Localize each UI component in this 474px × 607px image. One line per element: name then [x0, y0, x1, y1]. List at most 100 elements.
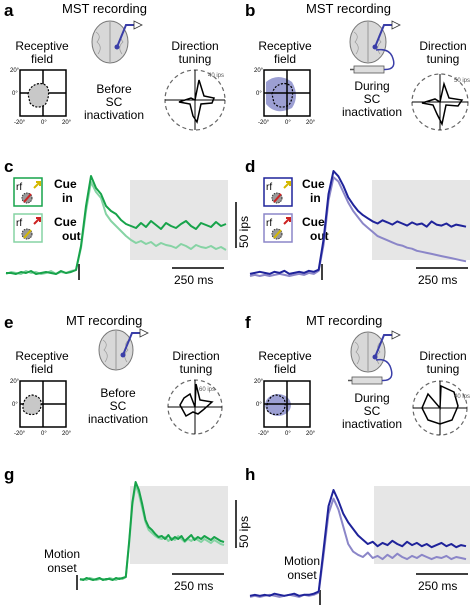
- tuning-label: Direction tuning: [172, 349, 219, 376]
- amplifier-icon: [391, 20, 401, 30]
- rf-label: Receptive field: [15, 349, 69, 376]
- scale-label-x: 250 ms: [174, 579, 213, 593]
- electrode-icon: [374, 24, 392, 48]
- rf-plot: [263, 380, 311, 428]
- tuning-polar: [412, 380, 468, 436]
- svg-text:rf: rf: [266, 218, 272, 229]
- rf-xticks: -20° 0° 20°: [258, 431, 316, 437]
- speed-label: 60 ips: [199, 387, 215, 393]
- panel-g: g Motion onset 50 ips 250 ms: [4, 465, 251, 593]
- svg-text:rf: rf: [266, 182, 272, 193]
- rf-label: Receptive field: [258, 39, 312, 66]
- panel-letter-e: e: [4, 313, 13, 332]
- rf-yticks: 20° 0°: [10, 68, 20, 97]
- rf-region: [22, 394, 42, 416]
- panel-a-title: MST recording: [62, 1, 147, 16]
- cue-in-label: Cue in: [302, 177, 325, 205]
- rf-inactivation-region: [266, 77, 296, 112]
- trace-cue-in: [6, 175, 227, 275]
- rf-xticks: -20° 0° 20°: [14, 120, 72, 126]
- rf-yticks: 20° 0°: [254, 68, 264, 97]
- electrode-icon: [374, 334, 392, 358]
- rf-inactivation-region: [265, 394, 291, 416]
- svg-text:rf: rf: [16, 218, 22, 229]
- condition-label: Before SC inactivation: [84, 82, 144, 122]
- rf-region: [27, 82, 50, 108]
- trace-cue-in: [249, 489, 467, 597]
- cue-out-icon: rf: [263, 213, 293, 243]
- panel-d: d rf Cue in rf Cue out 250 ms: [245, 157, 470, 287]
- trace-layer-h: [249, 489, 467, 598]
- rf-xticks: -20° 0° 20°: [14, 431, 72, 437]
- panel-c: c rf Cue in rf Cue out 50 ips 250 ms: [4, 157, 251, 287]
- trace-cue-out: [249, 176, 467, 277]
- cue-in-icon: rf: [13, 177, 43, 207]
- amplifier-icon: [391, 330, 401, 340]
- tuning-label: Direction tuning: [419, 349, 466, 376]
- rf-plot: [19, 69, 67, 117]
- panel-letter-h: h: [245, 465, 255, 484]
- panel-letter-d: d: [245, 157, 255, 176]
- tuning-polar: [167, 379, 223, 435]
- tuning-label: Direction tuning: [171, 39, 218, 66]
- brain-icon: [98, 329, 134, 371]
- shaded-epoch: [130, 486, 228, 564]
- rf-xticks: -20° 0° 20°: [258, 120, 316, 126]
- panel-letter-f: f: [245, 313, 251, 332]
- condition-label: Before SC inactivation: [88, 386, 148, 426]
- trace-layer-c: [5, 175, 227, 275]
- rf-label: Receptive field: [258, 349, 312, 376]
- cue-out-icon: rf: [13, 213, 43, 243]
- syringe-icon: [348, 358, 393, 385]
- panel-f: f MT recording Receptive field 20° 0°: [245, 313, 470, 437]
- tuning-polar: [411, 73, 469, 131]
- amplifier-icon: [139, 328, 149, 338]
- panel-letter-a: a: [4, 1, 14, 20]
- motion-onset-label: Motion onset: [44, 547, 80, 575]
- speed-label: 40 ips: [454, 394, 470, 400]
- rf-yticks: 20° 0°: [10, 379, 20, 408]
- panel-a: a MST recording Receptive field 20° 0° -20…: [4, 1, 226, 131]
- motion-onset-label: Motion onset: [284, 554, 320, 582]
- panel-e-title: MT recording: [66, 313, 142, 328]
- tuning-polar: [164, 69, 226, 131]
- scale-label-x: 250 ms: [418, 273, 457, 287]
- scale-label-x: 250 ms: [418, 579, 457, 593]
- electrode-icon: [122, 332, 140, 356]
- shaded-epoch: [374, 486, 470, 564]
- trace-cue-in: [249, 170, 467, 275]
- electrode-icon: [116, 24, 134, 48]
- rf-yticks: 20° 0°: [254, 379, 264, 408]
- brain-icon: [350, 331, 386, 373]
- panel-h: h Motion onset 250 ms: [245, 465, 470, 605]
- trace-cue-in: [79, 481, 225, 581]
- trace-layer-d: [249, 170, 467, 277]
- brain-icon: [91, 20, 129, 64]
- scale-label-x: 250 ms: [174, 273, 213, 287]
- scale-label-y: 50 ips: [237, 216, 251, 248]
- rf-region: [271, 82, 294, 108]
- cue-in-icon: rf: [263, 177, 293, 207]
- panel-b-title: MST recording: [306, 1, 391, 16]
- brain-icon: [349, 20, 387, 64]
- panel-letter-g: g: [4, 465, 14, 484]
- panel-f-title: MT recording: [306, 313, 382, 328]
- cue-out-label: Cue out: [54, 215, 81, 243]
- rf-plot: [263, 69, 311, 117]
- speed-label: 50 ips: [454, 78, 470, 84]
- svg-text:rf: rf: [16, 182, 22, 193]
- panel-letter-c: c: [4, 157, 13, 176]
- condition-label: During SC inactivation: [342, 79, 402, 119]
- shaded-epoch: [372, 180, 470, 260]
- syringe-icon: [350, 48, 395, 74]
- condition-label: During SC inactivation: [342, 391, 402, 431]
- panel-letter-b: b: [245, 1, 255, 20]
- panel-b: b MST recording Receptive field 20° 0°: [245, 1, 470, 131]
- scale-label-y: 50 ips: [237, 516, 251, 548]
- rf-plot: [19, 380, 67, 428]
- panel-e: e MT recording Receptive field 20° 0° -20°…: [4, 313, 223, 437]
- rf-label: Receptive field: [15, 39, 69, 66]
- amplifier-icon: [133, 20, 143, 30]
- rf-region: [266, 394, 286, 416]
